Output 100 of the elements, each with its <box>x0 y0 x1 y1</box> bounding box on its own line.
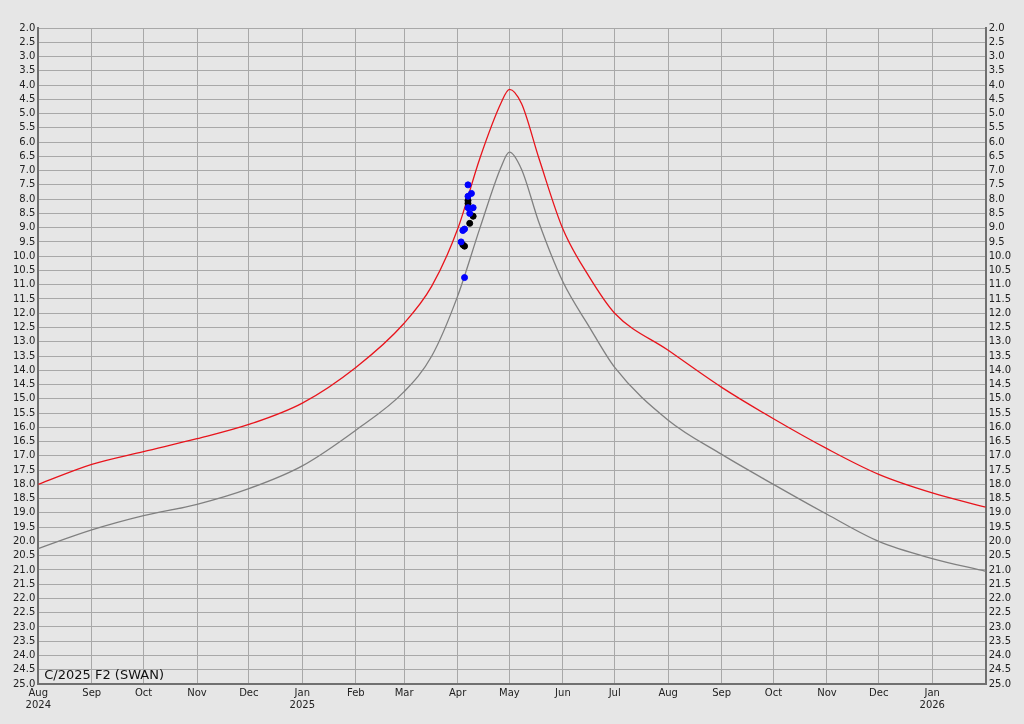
y-tick-label: 18.0 <box>13 477 36 489</box>
y2-tick-label: 15.5 <box>988 406 1011 418</box>
y2-tick-label: 18.5 <box>988 492 1011 504</box>
y-tick-label: 6.0 <box>19 135 36 147</box>
y2-tick-label: 9.0 <box>988 221 1005 233</box>
y2-tick-label: 3.5 <box>988 64 1005 76</box>
y2-tick-label: 24.0 <box>988 649 1011 661</box>
y2-tick-label: 4.5 <box>988 92 1005 104</box>
x-tick-label: Sep <box>712 686 732 698</box>
x-tick-label: Oct <box>764 686 783 698</box>
y-tick-label: 10.5 <box>13 264 36 276</box>
x-tick-label: Sep <box>82 686 102 698</box>
y-tick-label: 17.5 <box>13 463 36 475</box>
y-tick-label: 12.5 <box>13 321 36 333</box>
y2-tick-label: 19.5 <box>988 520 1011 532</box>
y-tick-label: 9.0 <box>19 221 36 233</box>
x-tick-label: Aug <box>658 686 678 698</box>
y2-tick-label: 22.5 <box>988 606 1011 618</box>
x-tick-label: Jul <box>607 686 621 698</box>
y2-tick-label: 14.0 <box>988 363 1011 375</box>
y2-tick-label: 12.5 <box>988 321 1011 333</box>
y-tick-label: 23.5 <box>13 634 36 646</box>
y-tick-label: 2.5 <box>19 35 36 47</box>
y2-tick-label: 2.0 <box>988 21 1005 33</box>
y2-tick-label: 8.0 <box>988 192 1005 204</box>
y-tick-label: 24.0 <box>13 649 36 661</box>
y-tick-label: 7.5 <box>19 178 36 190</box>
x-tick-label: Jan 2025 <box>289 686 316 710</box>
y-tick-label: 15.0 <box>13 392 36 404</box>
x-tick-label: Nov <box>187 686 207 698</box>
y-tick-label: 7.0 <box>19 164 36 176</box>
y-tick-label: 10.0 <box>13 249 36 261</box>
y-tick-label: 3.0 <box>19 50 36 62</box>
y-tick-label: 17.0 <box>13 449 36 461</box>
y-tick-label: 4.0 <box>19 78 36 90</box>
y-tick-label: 13.5 <box>13 349 36 361</box>
y2-tick-label: 8.5 <box>988 206 1005 218</box>
y-tick-label: 13.0 <box>13 335 36 347</box>
x-tick-label: Dec <box>239 686 259 698</box>
y2-tick-label: 17.0 <box>988 449 1011 461</box>
y2-tick-label: 18.0 <box>988 477 1011 489</box>
y2-tick-label: 10.5 <box>988 264 1011 276</box>
y-tick-label: 21.0 <box>13 563 36 575</box>
y2-tick-label: 13.0 <box>988 335 1011 347</box>
y-tick-label: 11.0 <box>13 278 36 290</box>
y2-tick-label: 23.0 <box>988 620 1011 632</box>
y-tick-label: 25.0 <box>13 677 36 689</box>
y-tick-label: 6.5 <box>19 149 36 161</box>
y2-tick-label: 15.0 <box>988 392 1011 404</box>
y-tick-label: 22.5 <box>13 606 36 618</box>
y2-tick-label: 22.0 <box>988 592 1011 604</box>
y2-tick-label: 6.0 <box>988 135 1005 147</box>
y-tick-label: 3.5 <box>19 64 36 76</box>
y-tick-label: 20.5 <box>13 549 36 561</box>
y2-tick-label: 12.0 <box>988 306 1011 318</box>
y2-tick-label: 20.5 <box>988 549 1011 561</box>
y-tick-label: 16.5 <box>13 435 36 447</box>
x-tick-label: Mar <box>394 686 415 698</box>
y-tick-label: 23.0 <box>13 620 36 632</box>
y-tick-label: 20.0 <box>13 534 36 546</box>
y2-tick-label: 6.5 <box>988 149 1005 161</box>
y-tick-label: 19.5 <box>13 520 36 532</box>
y-tick-label: 22.0 <box>13 592 36 604</box>
y-tick-label: 4.5 <box>19 92 36 104</box>
y2-tick-label: 11.5 <box>988 292 1011 304</box>
y2-tick-label: 3.0 <box>988 50 1005 62</box>
x-tick-label: Apr <box>448 686 468 698</box>
y2-tick-label: 5.5 <box>988 121 1005 133</box>
y-tick-label: 8.5 <box>19 206 36 218</box>
y-tick-label: 24.5 <box>13 663 36 675</box>
y2-tick-label: 13.5 <box>988 349 1011 361</box>
y2-tick-label: 10.0 <box>988 249 1011 261</box>
y2-tick-label: 20.0 <box>988 534 1011 546</box>
x-tick-label: Dec <box>869 686 889 698</box>
y2-tick-label: 16.5 <box>988 435 1011 447</box>
y2-tick-label: 4.0 <box>988 78 1005 90</box>
text: C/2025 F2 (SWAN) <box>44 666 164 682</box>
y2-tick-label: 19.0 <box>988 506 1011 518</box>
y-tick-label: 8.0 <box>19 192 36 204</box>
y2-tick-label: 11.0 <box>988 278 1011 290</box>
y-tick-label: 19.0 <box>13 506 36 518</box>
y2-tick-label: 2.5 <box>988 35 1005 47</box>
y2-tick-label: 25.0 <box>988 677 1011 689</box>
x-tick-label: Nov <box>817 686 837 698</box>
y-tick-label: 18.5 <box>13 492 36 504</box>
y2-tick-label: 7.0 <box>988 164 1005 176</box>
y2-tick-label: 14.5 <box>988 378 1011 390</box>
y2-tick-label: 24.5 <box>988 663 1011 675</box>
x-tick-label: Jun <box>554 686 571 698</box>
y-tick-label: 9.5 <box>19 235 36 247</box>
x-tick-label: Oct <box>134 686 153 698</box>
y-tick-label: 21.5 <box>13 577 36 589</box>
x-tick-label: Jan 2026 <box>919 686 945 710</box>
y2-tick-label: 23.5 <box>988 634 1011 646</box>
x-tick-label: Aug 2024 <box>25 686 51 710</box>
y2-tick-label: 9.5 <box>988 235 1005 247</box>
x-tick-label: Feb <box>346 686 365 698</box>
y2-tick-label: 5.0 <box>988 107 1005 119</box>
y2-tick-label: 21.5 <box>988 577 1011 589</box>
y-tick-label: 16.0 <box>13 420 36 432</box>
